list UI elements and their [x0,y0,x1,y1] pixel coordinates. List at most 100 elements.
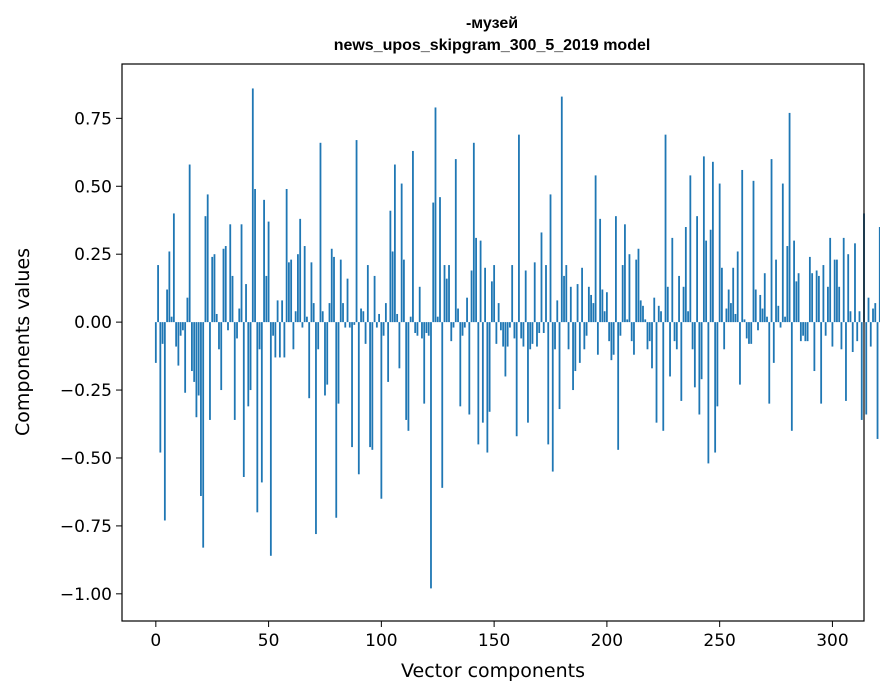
bar-216 [642,305,644,323]
bar-34 [231,275,234,323]
bar-294 [817,275,820,323]
bar-232 [678,275,680,323]
bar-87 [351,322,353,448]
y-tick-label: 0.25 [74,245,112,265]
bar-43 [251,88,254,323]
bar-69 [310,262,313,323]
bar-90 [357,322,360,475]
bar-281 [788,112,791,323]
bar-138 [466,297,468,323]
x-axis: 0 50 100 150 200 250 300 [150,621,849,651]
bar-18 [195,322,198,418]
bar-260 [741,169,744,323]
bar-16 [191,322,193,372]
bar-125 [436,316,439,323]
bar-0 [154,322,157,363]
bar-104 [389,210,392,323]
bar-184 [569,286,572,323]
bar-197 [599,218,602,323]
bar-258 [736,251,739,323]
bar-177 [554,322,556,350]
bar-50 [267,221,270,323]
bar-307 [847,254,850,323]
y-tick-label: 0.50 [74,177,112,197]
bar-29 [220,322,223,391]
bar-142 [475,237,477,323]
bar-103 [387,322,390,382]
bar-306 [845,322,847,401]
bar-78 [330,248,333,323]
bar-164 [524,270,527,323]
bar-199 [603,311,606,323]
bar-145 [481,322,484,423]
bar-290 [808,256,811,323]
bar-293 [815,270,818,323]
bar-48 [263,199,265,323]
bar-57 [283,322,286,358]
bar-262 [745,322,748,339]
bar-1 [157,265,159,323]
bar-167 [531,322,534,344]
bar-46 [258,322,261,350]
bar-162 [520,322,523,339]
bar-19 [197,322,200,396]
bar-124 [434,107,437,323]
bar-131 [450,322,453,342]
bar-172 [542,322,545,333]
bar-195 [594,175,597,323]
bar-310 [854,243,856,323]
bar-60 [290,259,293,323]
bar-311 [856,322,859,342]
bar-11 [179,322,182,336]
bar-20 [200,322,202,497]
bar-176 [551,322,554,472]
bar-300 [831,322,834,347]
bar-285 [797,273,800,323]
bar-228 [669,322,671,377]
bar-121 [427,322,430,336]
bar-308 [849,311,852,323]
bar-44 [254,188,256,323]
bar-97 [373,275,376,323]
bar-235 [684,227,687,323]
bar-68 [308,322,311,399]
bar-139 [468,322,471,415]
bar-277 [779,322,782,328]
bar-191 [585,322,588,336]
bar-118 [421,322,423,339]
bar-174 [547,322,550,445]
bar-286 [799,322,802,342]
bar-241 [698,322,701,415]
bar-316 [867,297,870,323]
bar-115 [414,322,417,333]
bar-299 [829,237,832,323]
bar-207 [621,265,624,323]
bar-83 [342,303,344,323]
bar-84 [344,322,347,328]
bar-291 [811,273,814,323]
bar-180 [560,96,563,323]
bar-107 [396,313,399,323]
bar-202 [610,322,613,361]
bar-148 [488,322,491,412]
bar-49 [265,275,268,323]
bar-264 [750,322,753,344]
bar-218 [646,322,649,350]
bar-268 [759,294,762,323]
bar-317 [869,322,872,347]
bar-234 [682,286,685,323]
bar-246 [709,229,712,323]
bar-100 [380,322,383,499]
bar-243 [702,156,705,323]
bar-79 [333,256,335,323]
bar-63 [297,254,299,323]
bar-250 [718,183,721,323]
bar-80 [335,322,338,518]
bar-271 [766,316,768,323]
bar-72 [317,322,320,350]
bar-313 [860,322,863,420]
bar-215 [639,300,642,323]
bar-65 [301,322,304,328]
bar-122 [430,322,432,589]
y-axis-label: Components values [12,248,34,436]
